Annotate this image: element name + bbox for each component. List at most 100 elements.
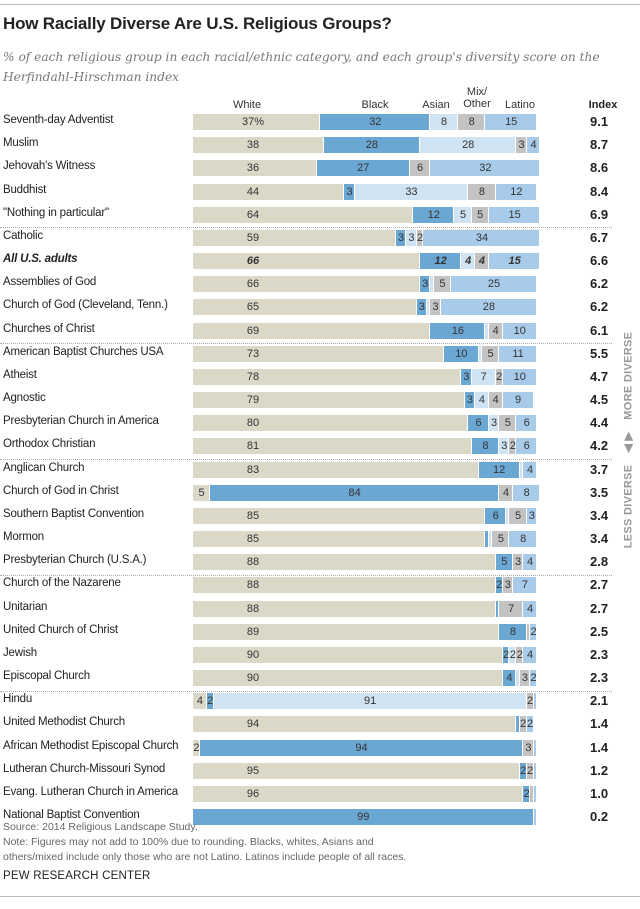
bar-segment-asian — [519, 461, 524, 478]
row-label: Unitarian — [3, 600, 48, 613]
chart-row: Church of God in Christ 5 84 4 8 3.5 — [0, 482, 608, 504]
data-label-black: 32 — [369, 116, 382, 128]
data-label-mix-other: 3 — [504, 579, 511, 592]
data-label-black: 28 — [365, 139, 378, 152]
data-label-latino: 4 — [530, 139, 537, 152]
data-label-white: 88 — [246, 556, 260, 569]
bar-segment-white — [193, 577, 496, 594]
data-label-mix-other: 5 — [487, 347, 494, 360]
bar-segment-white — [193, 693, 207, 710]
group-separator — [0, 459, 612, 461]
bar-segment-latino — [523, 646, 537, 663]
data-label-asian: 3 — [408, 231, 415, 244]
data-label-latino: 4 — [527, 463, 534, 476]
bar-segment-asian — [406, 229, 417, 246]
bar-segment-black — [461, 368, 472, 385]
data-label-latino: 8 — [523, 486, 530, 499]
bar-segment-mix-other — [509, 438, 517, 455]
bar-segment-latino — [488, 253, 541, 270]
bar-segment-latino — [499, 345, 537, 362]
chart-row: Jewish 90 2 2 2 4 2.3 — [0, 644, 608, 666]
data-label-mix-other: 5 — [439, 278, 446, 291]
diversity-index-value: 9.1 — [590, 114, 609, 129]
data-label-latino: 32 — [479, 162, 492, 175]
chart-title: How Racially Diverse Are U.S. Religious … — [3, 14, 392, 33]
bar-segment-white — [193, 415, 469, 432]
bar-segment-white — [193, 716, 517, 733]
bar-segment-latino — [488, 206, 541, 223]
col-header-asian: Asian — [422, 99, 450, 111]
bar-segment-latino — [523, 461, 537, 478]
row-label: Church of God (Cleveland, Tenn.) — [3, 299, 168, 312]
bar-segment-black — [413, 206, 455, 223]
bar-segment-mix-other — [488, 392, 503, 409]
data-label-white: 95 — [246, 764, 260, 777]
bar-segment-black — [416, 299, 427, 316]
data-label-white: 69 — [246, 324, 260, 337]
chart-row: Atheist 78 3 7 2 10 4.7 — [0, 366, 608, 388]
data-label-asian: 91 — [364, 695, 377, 708]
row-label: United Church of Christ — [3, 623, 118, 636]
data-label-white: 94 — [246, 718, 260, 731]
bar-segment-black — [430, 322, 486, 339]
chart-row: Unitarian 88 7 4 2.7 — [0, 598, 608, 620]
data-label-white: 88 — [246, 602, 260, 615]
bar-segment-black — [485, 531, 489, 548]
bar-segment-black — [495, 577, 503, 594]
data-label-mix-other: 2 — [527, 764, 534, 777]
data-label-black: 4 — [506, 672, 513, 685]
data-label-asian: 8 — [441, 116, 448, 128]
bar-segment-black — [464, 392, 476, 409]
row-label: Hindu — [3, 693, 33, 706]
data-label-black: 12 — [427, 208, 440, 221]
bar-segment-black — [516, 716, 520, 733]
bar-segment-black — [206, 693, 214, 710]
row-label: African Methodist Episcopal Church — [3, 739, 179, 752]
data-label-white: 65 — [246, 301, 260, 314]
data-label-latino: 6 — [523, 440, 530, 453]
diversity-index-value: 1.4 — [590, 716, 609, 732]
data-label-white: 85 — [246, 533, 260, 546]
data-label-latino: 15 — [505, 116, 518, 128]
row-label: Atheist — [3, 368, 37, 381]
data-label-latino: 34 — [475, 231, 489, 244]
bar-segment-asian — [430, 276, 434, 293]
data-label-white: 90 — [246, 672, 260, 685]
bar-segment-latino — [526, 507, 537, 524]
chart-row: Church of the Nazarene 88 2 3 7 2.7 — [0, 574, 608, 596]
bar-segment-black — [495, 600, 500, 617]
data-label-black: 2 — [207, 695, 214, 708]
bar-segment-mix-other — [495, 368, 503, 385]
data-label-black: 8 — [482, 440, 489, 453]
row-label: Buddhist — [3, 183, 47, 196]
less-diverse-label: LESS DIVERSE — [622, 464, 635, 549]
chart-row: Churches of Christ 69 16 4 10 6.1 — [0, 320, 608, 342]
bar-segment-mix-other — [457, 114, 486, 130]
diversity-axis: LESS DIVERSE ◀ ▶ MORE DIVERSE — [622, 326, 635, 555]
row-label: Lutheran Church-Missouri Synod — [3, 762, 166, 775]
bar-segment-black — [395, 229, 407, 246]
bar-segment-asian — [509, 646, 517, 663]
chart-row: Evang. Lutheran Church in America 96 2 1.0 — [0, 783, 608, 805]
chart-row: Muslim 38 28 28 3 4 8.7 — [0, 134, 608, 156]
bar-segment-mix-other — [468, 183, 496, 200]
bar-segment-latino — [523, 554, 537, 571]
bar-segment-asian — [506, 507, 510, 524]
bar-segment-white — [193, 322, 431, 339]
data-label-black: 3 — [466, 394, 473, 407]
bar-segment-latino — [530, 623, 537, 640]
data-label-latino: 4 — [527, 556, 534, 569]
bar-segment-latino — [533, 693, 537, 710]
row-label: American Baptist Churches USA — [3, 345, 164, 358]
data-label-mix-other: 5 — [515, 509, 522, 522]
bar-segment-latino — [533, 809, 537, 826]
bar-segment-latino — [502, 368, 537, 385]
chart-row: Jehovah's Witness 36 27 6 32 8.6 — [0, 157, 608, 179]
data-label-black: 3 — [422, 278, 429, 291]
chart-row: United Church of Christ 89 8 2 2.5 — [0, 621, 608, 643]
group-separator — [0, 574, 612, 576]
data-label-black: 2 — [523, 787, 530, 800]
group-separator — [0, 690, 612, 692]
bar-segment-asian — [475, 392, 489, 409]
data-label-black: 5 — [501, 556, 508, 569]
